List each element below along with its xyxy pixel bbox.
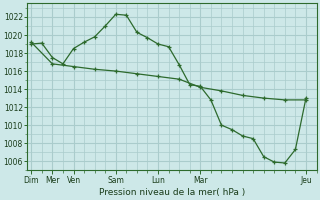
X-axis label: Pression niveau de la mer( hPa ): Pression niveau de la mer( hPa ): [99, 188, 245, 197]
